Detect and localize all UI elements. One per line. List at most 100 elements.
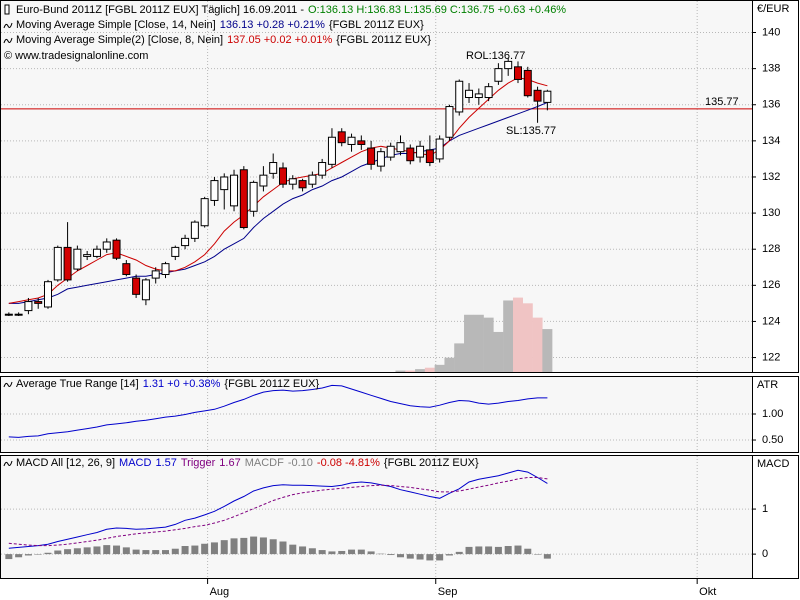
histogram-bar: [514, 545, 522, 555]
legend-icon: [3, 37, 13, 44]
histogram-bar: [259, 537, 267, 555]
candle-body: [376, 151, 385, 167]
y-tick-label: 136: [762, 99, 780, 111]
candle-body: [425, 149, 434, 164]
volume-bar: [503, 300, 514, 372]
legend-icon: [3, 460, 13, 467]
histogram-bar: [299, 546, 307, 555]
y-tick-label: 132: [762, 171, 780, 183]
y-tick-label: 126: [762, 279, 780, 291]
candle-body: [386, 145, 395, 158]
y-tick-label: 140: [762, 26, 780, 38]
histogram-bar: [152, 550, 160, 555]
y-tick-label: 130: [762, 207, 780, 219]
candle-body: [298, 180, 307, 189]
axis-area: [752, 455, 799, 579]
histogram-bar: [44, 552, 52, 555]
histogram-bar: [122, 547, 130, 555]
candle-body: [122, 263, 131, 275]
histogram-bar: [357, 549, 365, 555]
legend-text: 137.05 +0.02 +0.01%: [227, 34, 332, 46]
legend-entry: MACD All [12, 26, 9] MACD 1.57 Trigger 1.67 M…: [16, 457, 479, 469]
candle-body: [73, 248, 82, 270]
candle-body: [63, 246, 72, 281]
candle-body: [230, 174, 239, 207]
axis-area: [752, 0, 799, 373]
histogram-bar: [113, 545, 121, 555]
indicator-line: [8, 384, 548, 438]
volume-bar: [532, 317, 543, 372]
histogram-bar: [210, 542, 218, 555]
candle-body: [4, 313, 13, 316]
legend-text: Moving Average Simple [Close, 14, Nein]: [16, 19, 216, 31]
y-tick-label: 0.50: [762, 434, 783, 446]
candle-body: [533, 89, 542, 102]
candle-body: [249, 181, 258, 212]
legend-icon: [3, 22, 13, 29]
legend-text: MACD: [119, 457, 151, 469]
legend-text: {FGBL 2011Z EUX}: [384, 457, 479, 469]
candle-body: [318, 162, 327, 176]
histogram-bar: [387, 554, 395, 556]
volume-bar: [464, 314, 475, 372]
axis-area: [752, 376, 799, 453]
y-tick-label: 128: [762, 243, 780, 255]
moving-average-line: [8, 101, 548, 304]
volume-bar: [424, 367, 435, 372]
volume-bar: [415, 369, 426, 372]
legend-icon: [3, 381, 13, 388]
candle-body: [43, 281, 52, 308]
histogram-bar: [54, 550, 62, 555]
candle-body: [347, 136, 356, 145]
candle-body: [504, 60, 513, 70]
title-values: O:136.13 H:136.83 L:135.69 C:136.75 +0.6…: [308, 4, 566, 16]
moving-average-line: [8, 77, 548, 304]
volume-bar: [395, 370, 406, 372]
histogram-bar: [73, 548, 81, 555]
candle-body: [278, 167, 287, 185]
legend-text: Trigger: [181, 457, 216, 469]
title-text: Euro-Bund 2011Z [FGBL 2011Z EUX] Täglich…: [16, 4, 304, 16]
y-axis-label: MACD: [757, 458, 789, 470]
histogram-bar: [416, 554, 424, 560]
level-label: 135.77: [705, 96, 739, 108]
histogram-bar: [524, 548, 532, 555]
candle-body: [269, 162, 278, 174]
candle-body: [445, 106, 454, 138]
histogram-bar: [504, 546, 512, 555]
histogram-bar: [396, 554, 404, 558]
histogram-bar: [142, 550, 150, 555]
histogram-bar: [103, 545, 111, 555]
legend-text: {FGBL 2011Z EUX}: [329, 19, 424, 31]
histogram-bar: [465, 546, 473, 555]
histogram-bar: [534, 554, 542, 555]
histogram-bar: [64, 549, 72, 555]
legend-text: Moving Average Simple(2) [Close, 8, Nein…: [16, 34, 223, 46]
legend-text: {FGBL 2011Z EUX}: [224, 378, 319, 390]
histogram-bar: [5, 554, 13, 560]
chart-title: Euro-Bund 2011Z [FGBL 2011Z EUX] Täglich…: [16, 4, 566, 16]
volume-bar: [522, 303, 533, 372]
histogram-bar: [201, 543, 209, 555]
volume-bar: [434, 364, 445, 372]
legend-text: 1.31 +0 +0.38%: [143, 378, 221, 390]
histogram-bar: [426, 554, 434, 561]
histogram-bar: [230, 538, 238, 555]
candle-body: [308, 174, 317, 185]
legend-text: -0.10: [288, 457, 313, 469]
y-tick-label: 0: [762, 548, 768, 560]
legend-entry: Average True Range [14] 1.31 +0 +0.38% {FG…: [16, 378, 320, 390]
volume-bar: [454, 343, 465, 372]
volume-bar: [483, 317, 494, 372]
candle-body: [494, 68, 503, 82]
histogram-bar: [485, 546, 493, 555]
candle-body: [190, 221, 199, 239]
histogram-bar: [406, 554, 414, 559]
legend-entry: Moving Average Simple(2) [Close, 8, Nein…: [16, 34, 431, 46]
histogram-bar: [475, 546, 483, 555]
histogram-bar: [436, 554, 444, 561]
annotation: ROL:136.77: [466, 50, 525, 62]
legend-text: 1.57: [155, 457, 176, 469]
histogram-bar: [24, 554, 32, 556]
